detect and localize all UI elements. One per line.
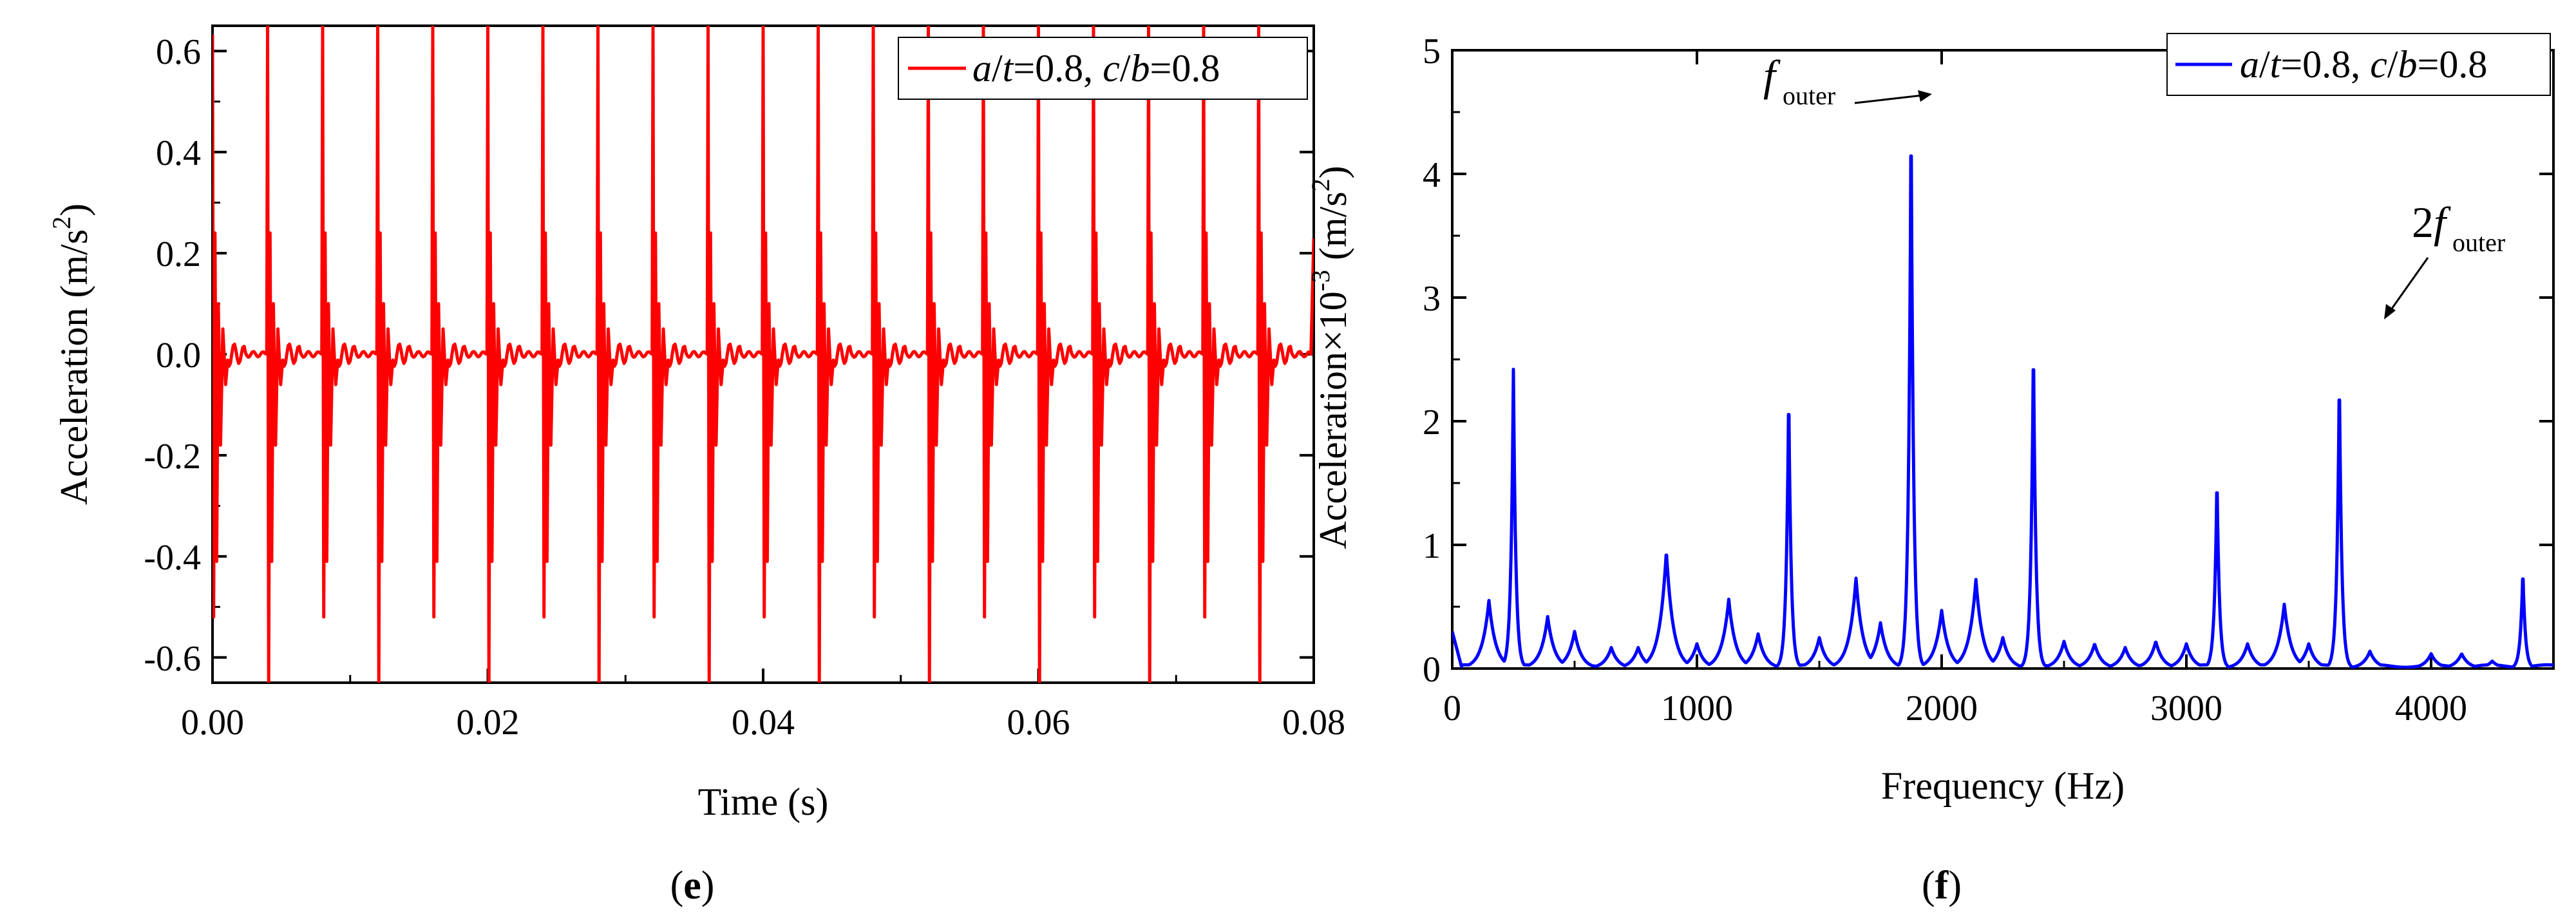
x-tick-label-e-4: 0.08	[1282, 703, 1345, 743]
x-axis-title-e: Time (s)	[698, 781, 829, 823]
x-tick-label-f-2: 2000	[1906, 688, 1978, 728]
y-tick-label-e-0: -0.6	[144, 639, 201, 679]
y-axis-title-f-main: Acceleration×10	[1312, 291, 1354, 549]
y-tick-label-f-0: 0	[1423, 650, 1441, 690]
x-axis-title-f: Frequency (Hz)	[1881, 764, 2125, 807]
series-line-e	[213, 26, 1314, 683]
annotation-2f-outer-main: 2f	[2412, 198, 2451, 247]
y-tick-label-f-3: 3	[1423, 279, 1441, 319]
y-axis-title-e: Acceleration (m/s2)	[47, 204, 95, 505]
y-axis-title-f-sup: -3	[1306, 270, 1335, 291]
y-axis-title-e-sup: 2	[47, 216, 76, 229]
panel-e-time-signal: 0.00 0.02 0.04 0.06 0.08 -0.6 -0.4 -0.2 0.0 0.2 0…	[47, 24, 1345, 907]
legend-box-e	[898, 37, 1308, 100]
x-tick-label-e-2: 0.04	[732, 703, 795, 743]
x-tick-label-f-4: 4000	[2395, 688, 2467, 728]
y-tick-label-f-4: 4	[1423, 155, 1441, 195]
x-tick-label-f-0: 0	[1443, 688, 1461, 728]
annotation-f-outer-sub: outer	[1783, 81, 1835, 110]
y-tick-label-f-2: 2	[1423, 403, 1441, 442]
annotation-2f-outer-sub: outer	[2452, 228, 2505, 257]
legend-label-f: a/t=0.8, c/b=0.8	[2240, 43, 2487, 86]
y-tick-label-e-2: -0.2	[144, 437, 201, 477]
annotation-2f-outer-arrowhead	[2384, 304, 2396, 319]
y-tick-labels-f: 0 1 2 3 4 5	[1423, 32, 1441, 690]
x-tick-label-e-3: 0.06	[1007, 703, 1070, 743]
y-axis-title-f-unit-sup: 2	[1306, 178, 1335, 191]
y-axis-title-e-main: Acceleration (m/s	[53, 229, 95, 505]
x-tick-label-e-1: 0.02	[457, 703, 520, 743]
y-tick-label-e-1: -0.4	[144, 538, 201, 578]
y-tick-label-f-1: 1	[1423, 526, 1441, 566]
subfigure-label-e: (e)	[670, 864, 715, 907]
x-tick-labels-e: 0.00 0.02 0.04 0.06 0.08	[181, 703, 1345, 743]
legend-e: a/t=0.8, c/b=0.8	[898, 37, 1308, 100]
x-tick-label-e-0: 0.00	[181, 703, 244, 743]
annotation-f-outer-arrowhead	[1918, 90, 1932, 102]
x-tick-labels-f: 0 1000 2000 3000 4000	[1443, 688, 2467, 728]
y-tick-label-e-6: 0.6	[156, 32, 201, 72]
y-tick-label-e-5: 0.4	[156, 133, 201, 173]
y-tick-labels-e: -0.6 -0.4 -0.2 0.0 0.2 0.4 0.6	[144, 32, 201, 679]
y-axis-title-f-unit: (m/s	[1312, 191, 1354, 270]
y-axis-title-e-close: )	[53, 204, 95, 216]
y-axis-title-f: Acceleration×10-3 (m/s2)	[1306, 166, 1354, 549]
y-tick-label-f-5: 5	[1423, 32, 1441, 71]
y-tick-label-e-3: 0.0	[156, 336, 201, 375]
legend-label-e: a/t=0.8, c/b=0.8	[972, 47, 1220, 90]
x-tick-label-f-3: 3000	[2150, 688, 2222, 728]
tick-marks-f	[1451, 49, 2553, 670]
plot-frame-f	[1451, 49, 2555, 670]
annotation-2f-outer-arrow	[2389, 257, 2429, 311]
series-line-f	[1452, 154, 2553, 669]
y-tick-label-e-4: 0.2	[156, 234, 201, 274]
x-tick-label-f-1: 1000	[1661, 688, 1733, 728]
subfigure-label-f: (f)	[1922, 864, 1962, 907]
annotation-f-outer-arrow	[1854, 94, 1923, 104]
legend-f: a/t=0.8, c/b=0.8	[2166, 33, 2551, 96]
y-axis-title-f-close: )	[1312, 166, 1354, 178]
